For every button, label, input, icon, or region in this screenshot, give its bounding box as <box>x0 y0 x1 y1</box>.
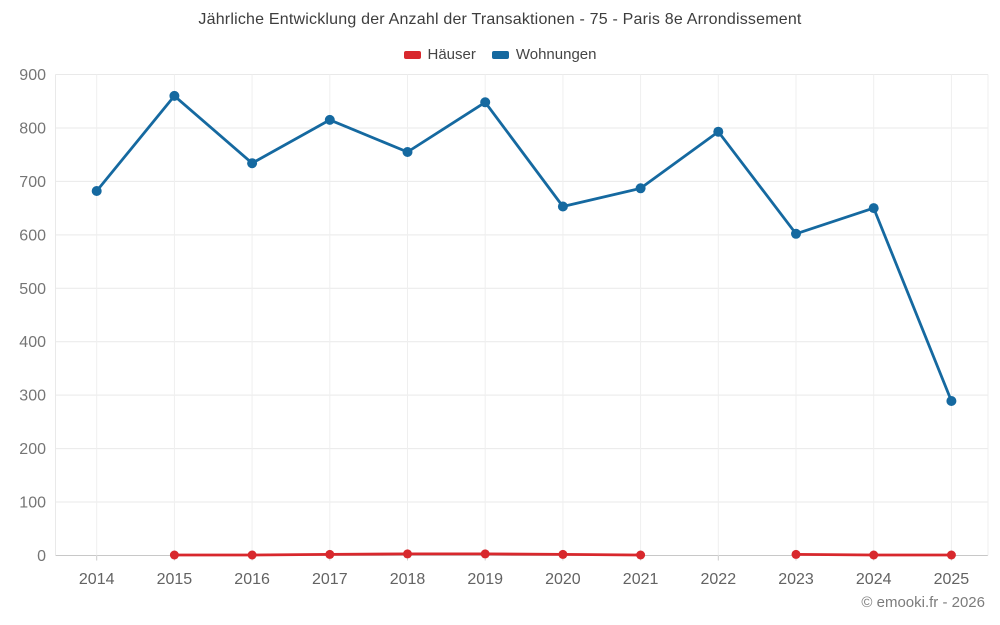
data-point-hauser-2021[interactable] <box>636 550 646 560</box>
legend-item-hauser[interactable]: Häuser <box>403 46 476 63</box>
legend-item-wohnungen[interactable]: Wohnungen <box>491 46 597 63</box>
series-wohnungen-line <box>95 94 953 403</box>
data-point-wohnungen-2014[interactable] <box>91 186 102 196</box>
series-wohnungen <box>91 90 957 406</box>
data-point-wohnungen-2015[interactable] <box>169 90 180 101</box>
legend-label-wohnungen: Wohnungen <box>515 46 597 63</box>
y-tick-label: 600 <box>19 227 46 244</box>
data-point-hauser-2020[interactable] <box>558 549 568 559</box>
x-tick-label: 2017 <box>312 571 348 588</box>
x-tick-label: 2014 <box>79 571 115 588</box>
data-point-wohnungen-2020[interactable] <box>557 201 568 212</box>
y-tick-label: 0 <box>37 548 46 565</box>
data-point-hauser-2025[interactable] <box>946 550 956 560</box>
x-tick-label: 2016 <box>234 571 270 588</box>
x-tick-label: 2019 <box>467 571 503 588</box>
data-point-hauser-2024[interactable] <box>869 550 879 560</box>
y-tick-label: 400 <box>19 334 46 351</box>
y-tick-label: 500 <box>19 281 46 298</box>
y-tick-label: 800 <box>19 120 46 137</box>
data-point-hauser-2016[interactable] <box>247 550 257 560</box>
x-tick-label: 2015 <box>157 571 193 588</box>
data-point-wohnungen-2016[interactable] <box>247 158 258 169</box>
x-tick-label: 2018 <box>390 571 426 588</box>
x-tick-label: 2022 <box>701 571 737 588</box>
data-point-wohnungen-2023[interactable] <box>791 228 801 239</box>
data-point-hauser-2015[interactable] <box>169 550 179 560</box>
y-tick-label: 700 <box>19 174 46 191</box>
x-tick-label: 2023 <box>778 571 814 588</box>
y-tick-label: 200 <box>19 441 46 458</box>
data-point-wohnungen-2019[interactable] <box>480 97 491 108</box>
data-point-wohnungen-2018[interactable] <box>402 147 413 157</box>
data-point-wohnungen-2017[interactable] <box>324 114 335 125</box>
wohnungen-swatch-icon <box>491 50 509 59</box>
y-tick-label: 900 <box>19 67 46 84</box>
grid-lines: 0 100 200 300 400 500 600 700 800 900 2014 2015 2016… <box>19 67 989 588</box>
x-tick-label: 2021 <box>623 571 659 588</box>
data-point-hauser-2017[interactable] <box>325 549 335 559</box>
y-tick-label: 100 <box>19 495 46 512</box>
chart-legend: Häuser Wohnungen <box>0 46 1000 63</box>
page-title: Jährliche Entwicklung der Anzahl der Tra… <box>198 11 802 28</box>
data-point-wohnungen-2022[interactable] <box>713 126 724 137</box>
data-point-hauser-2023[interactable] <box>791 549 801 559</box>
y-tick-label: 300 <box>19 388 46 405</box>
x-tick-label: 2025 <box>934 571 970 588</box>
legend-label-hauser: Häuser <box>427 46 476 63</box>
x-tick-label: 2024 <box>856 571 892 588</box>
hauser-swatch-icon <box>403 50 421 59</box>
series-hauser <box>169 549 956 560</box>
data-point-wohnungen-2025[interactable] <box>946 396 957 406</box>
footer-credit-link[interactable]: © emooki.fr - 2026 <box>861 594 985 611</box>
data-point-hauser-2019[interactable] <box>480 549 490 559</box>
x-tick-label: 2020 <box>545 571 581 588</box>
data-point-wohnungen-2024[interactable] <box>868 203 879 214</box>
data-point-wohnungen-2021[interactable] <box>635 183 646 194</box>
data-point-hauser-2018[interactable] <box>403 549 412 559</box>
